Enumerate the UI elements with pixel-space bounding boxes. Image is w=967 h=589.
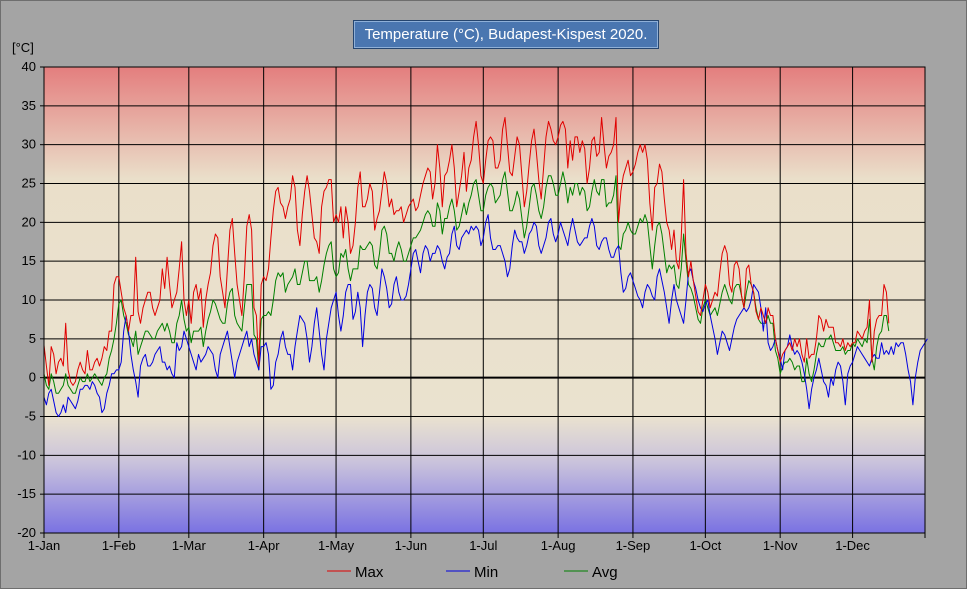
x-axis-ticks: 1-Jan 1-Feb 1-Mar 1-Apr 1-May 1-Jun 1-Jul 1-Aug… (28, 533, 926, 553)
legend: Max Min Avg (327, 564, 618, 581)
x-tick-label: 1-Mar (172, 538, 207, 553)
legend-item-max: Max (327, 564, 384, 581)
x-tick-label: 1-Sep (616, 538, 651, 553)
y-axis-label: [°C] (12, 40, 34, 55)
y-tick-label: 10 (22, 292, 36, 307)
x-tick-label: 1-Jun (395, 538, 428, 553)
series-line-min (43, 214, 928, 417)
chart-title: Temperature (°C), Budapest-Kispest 2020. (353, 20, 659, 49)
x-tick-label: 1-Apr (248, 538, 280, 553)
y-axis-ticks: 40 35 30 25 20 15 10 5 0 -5 -10 -15 -20 (17, 59, 44, 540)
x-tick-label: 1-Aug (541, 538, 576, 553)
y-tick-label: 25 (22, 176, 36, 191)
legend-item-avg: Avg (564, 564, 618, 581)
y-tick-label: 40 (22, 59, 36, 74)
y-tick-label: 20 (22, 214, 36, 229)
x-tick-label: 1-Dec (835, 538, 870, 553)
legend-label: Avg (592, 564, 618, 581)
y-tick-label: 15 (22, 253, 36, 268)
series-line-avg (43, 171, 890, 394)
y-tick-label: -10 (17, 447, 36, 462)
y-tick-label: 30 (22, 137, 36, 152)
y-tick-label: -20 (17, 525, 36, 540)
y-tick-label: -5 (24, 409, 36, 424)
x-tick-label: 1-Jan (28, 538, 61, 553)
y-tick-label: 0 (29, 370, 36, 385)
x-tick-label: 1-Nov (763, 538, 798, 553)
legend-label: Max (355, 564, 384, 581)
y-tick-label: 35 (22, 98, 36, 113)
x-tick-label: 1-Oct (689, 538, 721, 553)
y-tick-label: -15 (17, 486, 36, 501)
y-tick-label: 5 (29, 331, 36, 346)
legend-label: Min (474, 564, 498, 581)
series-line-max (43, 117, 890, 386)
x-tick-label: 1-May (318, 538, 355, 553)
series-layer (43, 117, 928, 417)
legend-item-min: Min (446, 564, 498, 581)
x-tick-label: 1-Jul (469, 538, 497, 553)
x-tick-label: 1-Feb (102, 538, 136, 553)
